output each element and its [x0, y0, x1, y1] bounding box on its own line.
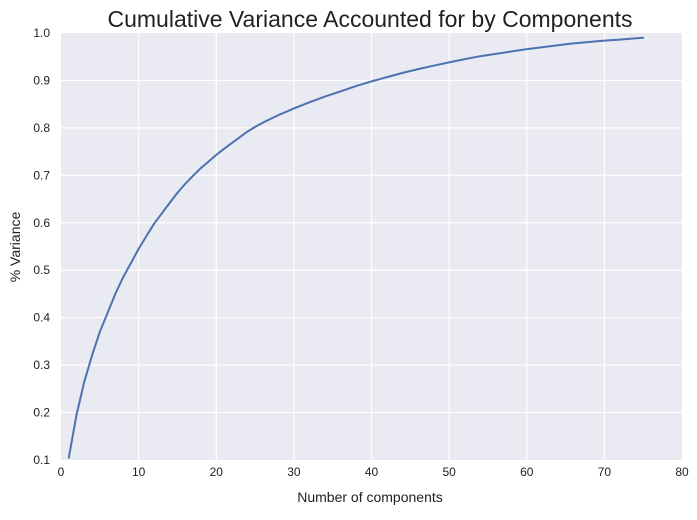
- y-tick-label: 0.4: [33, 311, 50, 325]
- x-tick-label: 30: [287, 465, 301, 479]
- y-tick-label: 0.7: [33, 168, 50, 182]
- x-tick-label: 60: [520, 465, 534, 479]
- y-tick-label: 0.9: [33, 73, 50, 87]
- x-tick-label: 80: [675, 465, 689, 479]
- x-tick-label: 20: [210, 465, 224, 479]
- x-tick-label: 10: [132, 465, 146, 479]
- y-tick-label: 0.3: [33, 358, 50, 372]
- y-tick-label: 0.2: [33, 406, 50, 420]
- x-tick-label: 70: [598, 465, 612, 479]
- y-tick-label: 0.1: [33, 453, 50, 467]
- x-axis-label: Number of components: [297, 489, 443, 505]
- y-tick-label: 0.5: [33, 263, 50, 277]
- y-tick-label: 0.6: [33, 216, 50, 230]
- series-layer: [67, 36, 645, 459]
- x-tick-label: 40: [365, 465, 379, 479]
- y-tick-label: 0.8: [33, 121, 50, 135]
- y-tick-label: 1.0: [33, 26, 50, 40]
- chart-title: Cumulative Variance Accounted for by Com…: [107, 6, 632, 32]
- x-tick-label: 50: [442, 465, 456, 479]
- x-tick-label: 0: [58, 465, 65, 479]
- x-axis-ticks: 0 10 20 30 40 50 60 70 80: [58, 465, 689, 479]
- y-axis-ticks: 0.1 0.2 0.3 0.4 0.5 0.6 0.7 0.8 0.9 1.0: [33, 26, 50, 467]
- y-axis-label: % Variance: [7, 212, 23, 283]
- series-line: [67, 36, 645, 459]
